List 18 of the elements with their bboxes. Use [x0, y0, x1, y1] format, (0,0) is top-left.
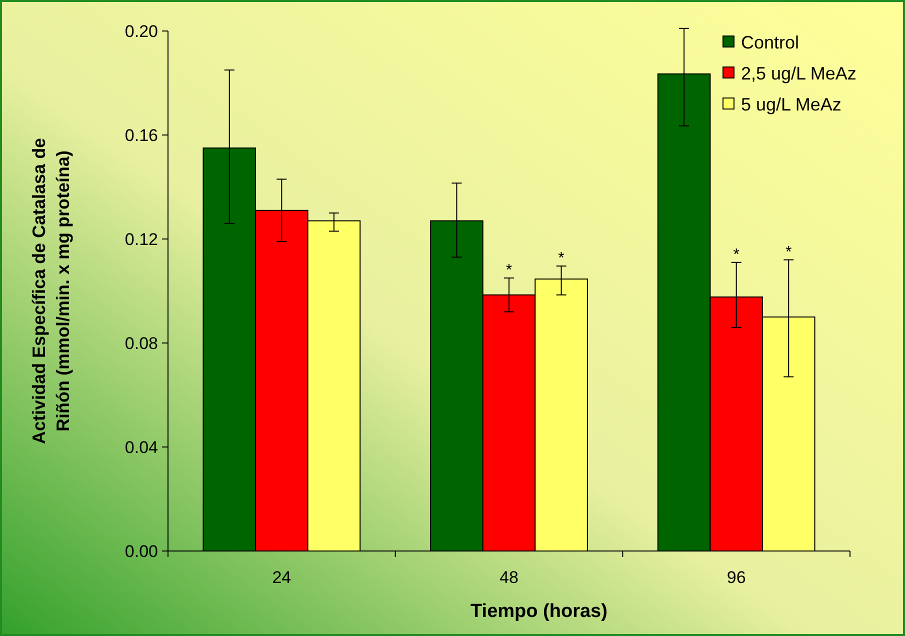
y-axis-title: Actividad Específica de Catalasa de Riñón (mmol/min. x mg proteína) — [29, 138, 73, 444]
y-tick-label: 0.12 — [124, 230, 158, 249]
x-tick-label: 96 — [726, 568, 746, 587]
y-tick-label: 0.16 — [124, 126, 158, 145]
x-tick-label: 24 — [272, 568, 292, 587]
legend-label: Control — [741, 32, 800, 52]
legend-label: 5 ug/L MeAz — [741, 94, 842, 114]
legend-label: 2,5 ug/L MeAz — [741, 63, 856, 84]
x-axis-title: Tiempo (horas) — [470, 601, 608, 622]
annotation: * — [558, 250, 564, 268]
y-tick-label: 0.20 — [124, 22, 158, 41]
y-tick-label: 0.08 — [124, 334, 158, 353]
annotation: * — [506, 262, 512, 279]
annotation: * — [786, 244, 792, 261]
x-tick-label: 48 — [500, 568, 518, 587]
y-tick-label: 0.04 — [124, 438, 158, 457]
annotation: * — [733, 246, 740, 264]
y-tick-label: 0.00 — [124, 542, 158, 561]
